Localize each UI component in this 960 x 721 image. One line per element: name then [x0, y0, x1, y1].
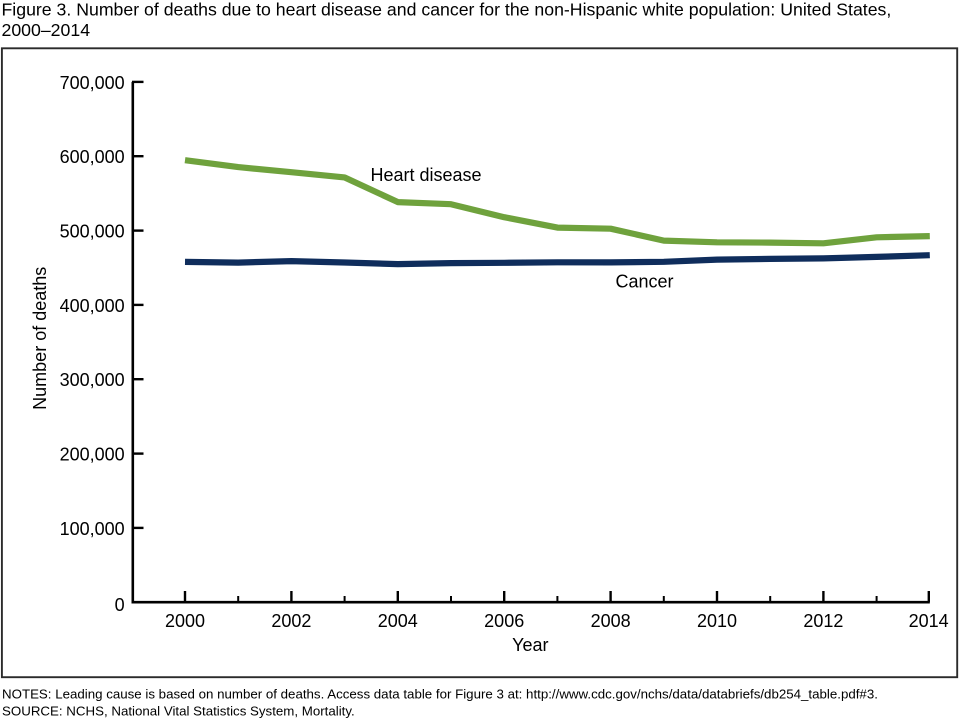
svg-text:Heart disease: Heart disease — [371, 165, 482, 185]
svg-text:Year: Year — [512, 635, 548, 655]
svg-text:300,000: 300,000 — [60, 370, 125, 390]
svg-text:2008: 2008 — [591, 611, 631, 631]
svg-text:100,000: 100,000 — [60, 519, 125, 539]
svg-text:SOURCE: NCHS, National Vital S: SOURCE: NCHS, National Vital Statistics … — [2, 704, 355, 719]
svg-text:Cancer: Cancer — [616, 272, 674, 292]
svg-text:NOTES: Leading cause is based: NOTES: Leading cause is based on number … — [2, 687, 878, 702]
svg-text:Figure 3. Number of deaths due: Figure 3. Number of deaths due to heart … — [2, 0, 892, 20]
svg-text:2010: 2010 — [697, 611, 737, 631]
svg-text:2000: 2000 — [165, 611, 205, 631]
svg-text:2014: 2014 — [909, 611, 949, 631]
svg-text:2002: 2002 — [271, 611, 311, 631]
svg-text:600,000: 600,000 — [60, 147, 125, 167]
svg-text:2006: 2006 — [484, 611, 524, 631]
svg-text:200,000: 200,000 — [60, 445, 125, 465]
svg-text:400,000: 400,000 — [60, 296, 125, 316]
svg-text:500,000: 500,000 — [60, 222, 125, 242]
svg-text:0: 0 — [115, 595, 125, 615]
svg-text:2004: 2004 — [378, 611, 418, 631]
svg-text:700,000: 700,000 — [60, 73, 125, 93]
svg-text:2000–2014: 2000–2014 — [2, 20, 91, 40]
svg-text:2012: 2012 — [803, 611, 843, 631]
svg-text:Number of deaths: Number of deaths — [30, 267, 50, 410]
